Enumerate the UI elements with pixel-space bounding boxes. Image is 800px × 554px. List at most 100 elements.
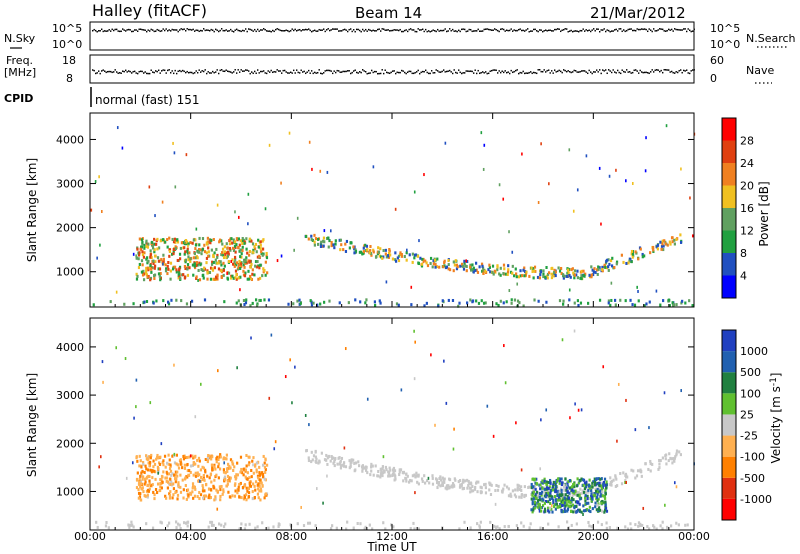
velocity-cell xyxy=(547,480,550,484)
power-cell xyxy=(340,243,343,247)
velocity-cell xyxy=(381,465,384,469)
velocity-ylabel: Slant Range [km] xyxy=(25,373,39,477)
power-colorbar-swatch xyxy=(722,163,736,186)
power-cell xyxy=(369,245,372,249)
power-cell xyxy=(496,264,499,268)
velocity-cell xyxy=(473,487,477,491)
nsky-trace-point xyxy=(401,30,403,33)
velocity-cell xyxy=(164,465,167,469)
power-cell xyxy=(591,268,594,272)
velocity-cell xyxy=(259,487,263,491)
velocity-cell xyxy=(545,493,548,497)
power-cell xyxy=(168,236,171,240)
freq-trace-point xyxy=(576,71,578,73)
power-cell xyxy=(637,299,640,303)
power-cell xyxy=(250,278,254,282)
velocity-cell xyxy=(325,458,328,462)
velocity-cell xyxy=(141,477,144,481)
power-cell xyxy=(132,302,135,306)
velocity-noise-cell xyxy=(486,404,489,408)
velocity-cell xyxy=(477,480,480,484)
power-cell xyxy=(195,275,198,279)
power-cell xyxy=(249,274,252,278)
velocity-cell xyxy=(357,460,360,464)
power-cell xyxy=(211,260,214,264)
nsky-trace-point xyxy=(174,29,176,31)
velocity-cell xyxy=(359,522,362,526)
velocity-cell xyxy=(564,493,567,497)
freq-trace-point xyxy=(114,69,116,71)
velocity-cell xyxy=(560,488,563,492)
velocity-cell xyxy=(317,461,320,465)
velocity-cell xyxy=(584,494,587,498)
velocity-cell xyxy=(543,487,546,491)
power-cell xyxy=(327,236,330,240)
power-cell xyxy=(218,240,221,244)
power-cell xyxy=(152,301,155,305)
power-cell xyxy=(313,240,316,244)
velocity-cell xyxy=(469,481,473,485)
velocity-colorbar-tick-label: 500 xyxy=(740,366,761,379)
power-cell xyxy=(145,269,148,273)
power-cell xyxy=(607,265,610,269)
power-cell xyxy=(259,240,262,244)
velocity-cell xyxy=(239,455,243,459)
freq-trace-point xyxy=(167,69,169,72)
power-cell xyxy=(462,267,466,271)
power-cell xyxy=(521,274,524,278)
x-tick-label: 00:00 xyxy=(74,530,106,543)
velocity-cell xyxy=(558,481,561,485)
power-colorbar-swatch xyxy=(722,230,736,253)
velocity-cell xyxy=(604,500,607,504)
velocity-cell xyxy=(201,489,205,493)
velocity-noise-cell xyxy=(434,423,436,427)
power-cell xyxy=(259,243,262,247)
x-tick-label: 20:00 xyxy=(577,530,609,543)
velocity-cell xyxy=(127,523,130,527)
nsky-trace-point xyxy=(683,28,685,30)
velocity-cell xyxy=(139,474,142,478)
power-cell xyxy=(153,266,156,270)
power-cell xyxy=(195,263,198,267)
nsky-trace-point xyxy=(462,28,464,30)
velocity-cell xyxy=(515,524,518,528)
nsky-trace xyxy=(92,28,695,33)
nsky-trace-point xyxy=(449,28,451,30)
velocity-cell xyxy=(214,497,217,501)
power-cell xyxy=(377,246,380,250)
velocity-cell xyxy=(543,507,547,511)
velocity-cell xyxy=(155,457,158,461)
power-cell xyxy=(192,273,195,277)
velocity-cell xyxy=(221,492,224,496)
velocity-cell xyxy=(182,457,186,461)
velocity-cell xyxy=(234,475,237,479)
velocity-cell xyxy=(184,521,188,525)
power-y-tick-label: 1000 xyxy=(56,266,84,279)
freq-trace-point xyxy=(429,72,431,75)
velocity-noise-cell xyxy=(556,480,558,484)
velocity-cell xyxy=(535,477,538,481)
velocity-cell xyxy=(377,469,380,473)
nsky-trace-point xyxy=(585,29,587,31)
velocity-cell xyxy=(398,470,401,474)
velocity-cell xyxy=(547,491,550,495)
velocity-cell xyxy=(233,483,237,487)
nsky-trace-point xyxy=(239,30,241,32)
power-cell xyxy=(186,273,190,277)
power-colorbar-swatch xyxy=(722,208,736,231)
power-cell xyxy=(182,273,185,277)
freq-trace-point xyxy=(573,69,575,72)
velocity-cell xyxy=(227,490,230,494)
power-cell xyxy=(171,267,175,271)
power-cell xyxy=(594,270,597,274)
velocity-cell xyxy=(225,457,228,461)
power-cell xyxy=(246,251,249,255)
velocity-cell xyxy=(245,453,248,457)
power-cell xyxy=(239,275,242,279)
freq-trace-point xyxy=(173,72,175,75)
power-cell xyxy=(319,302,322,306)
freq-trace-point xyxy=(254,70,256,73)
nsky-trace-point xyxy=(651,30,653,33)
velocity-cell xyxy=(255,468,258,472)
velocity-cell xyxy=(196,495,199,499)
